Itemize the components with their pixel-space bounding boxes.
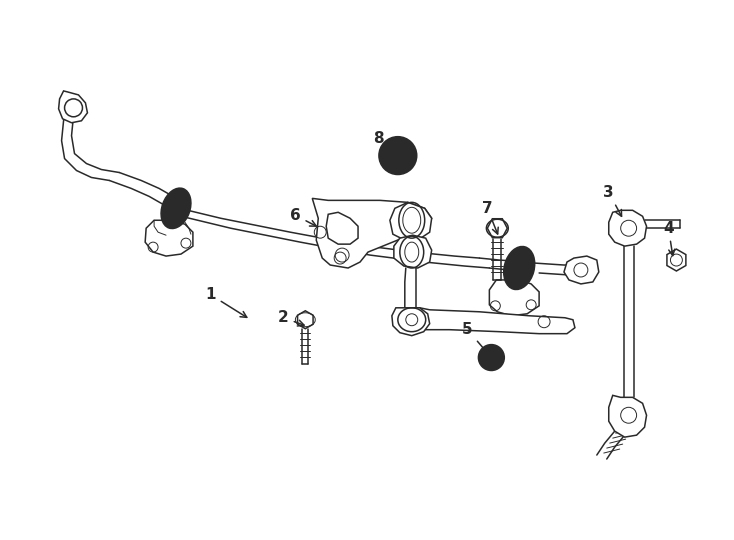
Ellipse shape [161,188,191,228]
Text: 8: 8 [373,131,396,156]
Text: 3: 3 [603,185,622,217]
Text: 7: 7 [482,201,498,234]
Polygon shape [608,395,647,437]
Ellipse shape [504,247,534,289]
Polygon shape [326,212,358,244]
Polygon shape [490,280,539,316]
Text: 1: 1 [206,287,247,318]
Polygon shape [390,202,432,240]
Polygon shape [608,210,647,246]
Polygon shape [667,249,686,271]
Ellipse shape [479,345,504,370]
Polygon shape [297,311,313,329]
Polygon shape [145,220,193,256]
Polygon shape [564,256,599,284]
Polygon shape [312,198,432,268]
Ellipse shape [379,137,417,174]
Polygon shape [392,308,429,336]
Polygon shape [393,308,575,334]
Polygon shape [487,219,507,238]
Text: 5: 5 [462,322,488,354]
Text: 4: 4 [663,221,675,255]
Polygon shape [59,91,87,123]
Polygon shape [394,235,432,268]
Text: 6: 6 [290,208,316,226]
Text: 2: 2 [278,310,304,326]
